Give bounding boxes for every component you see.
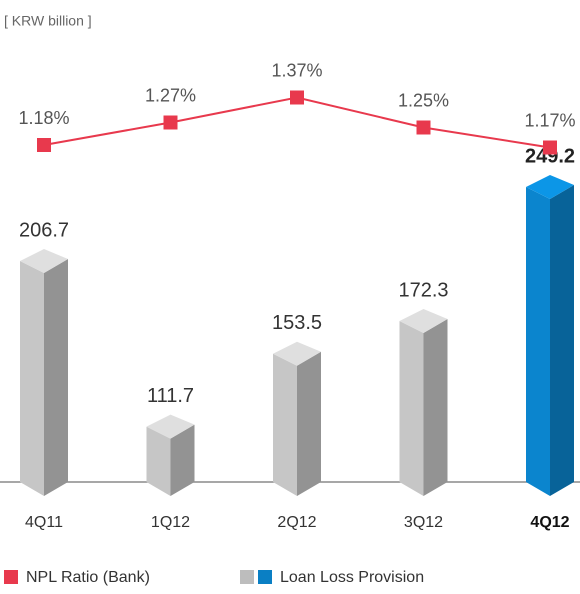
bar-top-face <box>146 414 195 439</box>
bar-top-face <box>526 175 574 199</box>
bar-left-face <box>526 187 550 496</box>
line-value-label: 1.17% <box>524 110 575 130</box>
line-marker <box>290 90 304 105</box>
line-marker <box>163 115 178 130</box>
x-tick-label: 2Q12 <box>277 514 316 531</box>
unit-label: [ KRW billion ] <box>4 13 92 29</box>
bar-right-face <box>297 351 321 496</box>
legend-swatch <box>4 570 18 584</box>
line-marker <box>543 140 557 155</box>
bar-top-face <box>20 249 68 274</box>
line-marker <box>416 120 431 135</box>
bar <box>146 414 195 496</box>
value-label: 111.7 <box>147 385 194 407</box>
bar-top-face <box>399 308 448 333</box>
bar-left-face <box>399 320 424 496</box>
line-marker <box>37 138 51 152</box>
x-tick-label: 4Q12 <box>530 514 569 531</box>
line <box>43 96 551 149</box>
value-label: 153.5 <box>272 312 322 334</box>
line-value-label: 1.27% <box>145 85 196 105</box>
bar-right-face <box>44 259 68 496</box>
line-value-label: 1.25% <box>398 90 449 110</box>
bar-top-face <box>273 341 321 366</box>
value-label: 206.7 <box>19 219 69 241</box>
value-label: 172.3 <box>398 279 448 301</box>
bar-left-face <box>20 261 44 496</box>
bar-right-face <box>550 185 574 496</box>
x-tick-label: 1Q12 <box>151 514 190 531</box>
bar-right-face <box>170 424 195 496</box>
bar-right-face <box>423 318 448 496</box>
value-label: 249.2 <box>525 145 575 167</box>
bar <box>526 175 574 496</box>
bar-left-face <box>273 353 297 496</box>
legend-label: Loan Loss Provision <box>280 569 424 586</box>
bar <box>20 249 68 496</box>
bar <box>399 308 448 496</box>
line-value-label: 1.18% <box>18 108 69 128</box>
bar-left-face <box>146 426 171 496</box>
line-value-label: 1.37% <box>271 60 322 80</box>
legend-label: NPL Ratio (Bank) <box>26 569 150 586</box>
legend-swatch <box>258 570 272 584</box>
legend-swatch <box>240 570 254 584</box>
bar <box>273 341 321 496</box>
x-tick-label: 4Q11 <box>25 514 63 531</box>
x-tick-label: 3Q12 <box>404 514 443 531</box>
